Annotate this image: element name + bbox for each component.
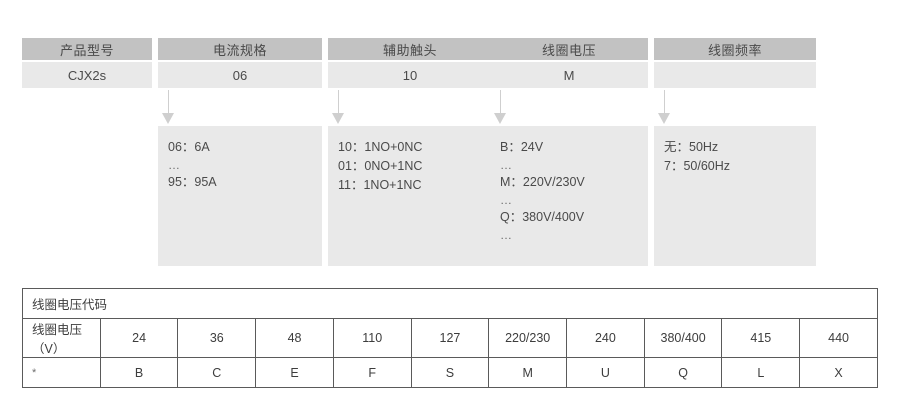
detail-line: 无：50Hz	[664, 140, 719, 154]
detail-box-current-rating: 06：6A … 95：95A	[158, 126, 322, 266]
cell-voltage: 220/230	[488, 318, 568, 358]
cell-code: X	[799, 357, 878, 388]
detail-line: 95：95A	[168, 175, 217, 189]
detail-line: 10：1NO+0NC	[338, 140, 423, 154]
cell-code: F	[332, 357, 412, 388]
connector-arrow-down-icon	[494, 90, 507, 124]
coil-voltage-code-table: 线圈电压代码 线圈电压（V） 24 36 48 110 127 220/230 …	[22, 288, 878, 388]
cell-voltage: 127	[410, 318, 490, 358]
segment-current-rating: 电流规格 06	[158, 38, 322, 88]
segment-auxiliary-contact: 辅助触头 10	[328, 38, 492, 88]
table-row-voltage: 线圈电压（V） 24 36 48 110 127 220/230 240 380…	[22, 318, 878, 358]
segment-coil-voltage: 线圈电压 M	[490, 38, 648, 88]
row-label-voltage: 线圈电压（V）	[22, 318, 101, 358]
model-code-diagram: 产品型号 CJX2s 电流规格 06 06：6A … 95：95A 辅助触头 1…	[22, 38, 816, 266]
detail-line: Q：380V/400V	[500, 210, 585, 224]
table-row-code: * B C E F S M U Q L X	[22, 357, 878, 388]
cell-code: B	[99, 357, 179, 388]
connector-arrow-down-icon	[658, 90, 671, 124]
detail-line: …	[168, 158, 181, 172]
detail-box-coil-frequency: 无：50Hz 7：50/60Hz	[654, 126, 816, 266]
table-row-title: 线圈电压代码	[22, 288, 878, 319]
cell-voltage: 240	[566, 318, 645, 358]
cell-code: E	[255, 357, 334, 388]
cell-code: U	[566, 357, 645, 388]
segment-value-label: 06	[158, 62, 322, 88]
segment-product-model: 产品型号 CJX2s	[22, 38, 152, 88]
detail-line: 06：6A	[168, 140, 210, 154]
detail-line: B：24V	[500, 140, 544, 154]
connector-arrow-down-icon	[162, 90, 175, 124]
cell-voltage: 415	[721, 318, 801, 358]
table-title-cell: 线圈电压代码	[22, 288, 878, 319]
cell-code: M	[488, 357, 568, 388]
segment-header-label: 线圈频率	[654, 38, 816, 60]
detail-line: M：220V/230V	[500, 175, 585, 189]
segment-value-label	[654, 62, 816, 88]
segment-header-label: 产品型号	[22, 38, 152, 60]
cell-voltage: 110	[332, 318, 412, 358]
detail-box-auxiliary-contact: 10：1NO+0NC 01：0NO+1NC 11：1NO+1NC	[328, 126, 492, 266]
segment-coil-frequency: 线圈频率	[654, 38, 816, 88]
segment-value-label: CJX2s	[22, 62, 152, 88]
cell-voltage: 440	[799, 318, 878, 358]
detail-line: …	[500, 158, 513, 172]
cell-code: C	[177, 357, 257, 388]
detail-line: 11：1NO+1NC	[338, 178, 422, 192]
detail-line: 7：50/60Hz	[664, 159, 731, 173]
segment-header-label: 线圈电压	[490, 38, 648, 60]
detail-line: 01：0NO+1NC	[338, 159, 423, 173]
segment-value-label: 10	[328, 62, 492, 88]
detail-line: …	[500, 193, 513, 207]
cell-code: S	[410, 357, 490, 388]
row-label-code: *	[22, 357, 101, 388]
segment-value-label: M	[490, 62, 648, 88]
cell-code: L	[721, 357, 801, 388]
detail-box-coil-voltage: B：24V … M：220V/230V … Q：380V/400V …	[490, 126, 648, 266]
cell-voltage: 36	[177, 318, 257, 358]
connector-arrow-down-icon	[332, 90, 345, 124]
segment-header-label: 电流规格	[158, 38, 322, 60]
cell-code: Q	[643, 357, 723, 388]
cell-voltage: 380/400	[643, 318, 723, 358]
segment-header-label: 辅助触头	[328, 38, 492, 60]
detail-line: …	[500, 228, 513, 242]
cell-voltage: 48	[255, 318, 334, 358]
cell-voltage: 24	[99, 318, 179, 358]
